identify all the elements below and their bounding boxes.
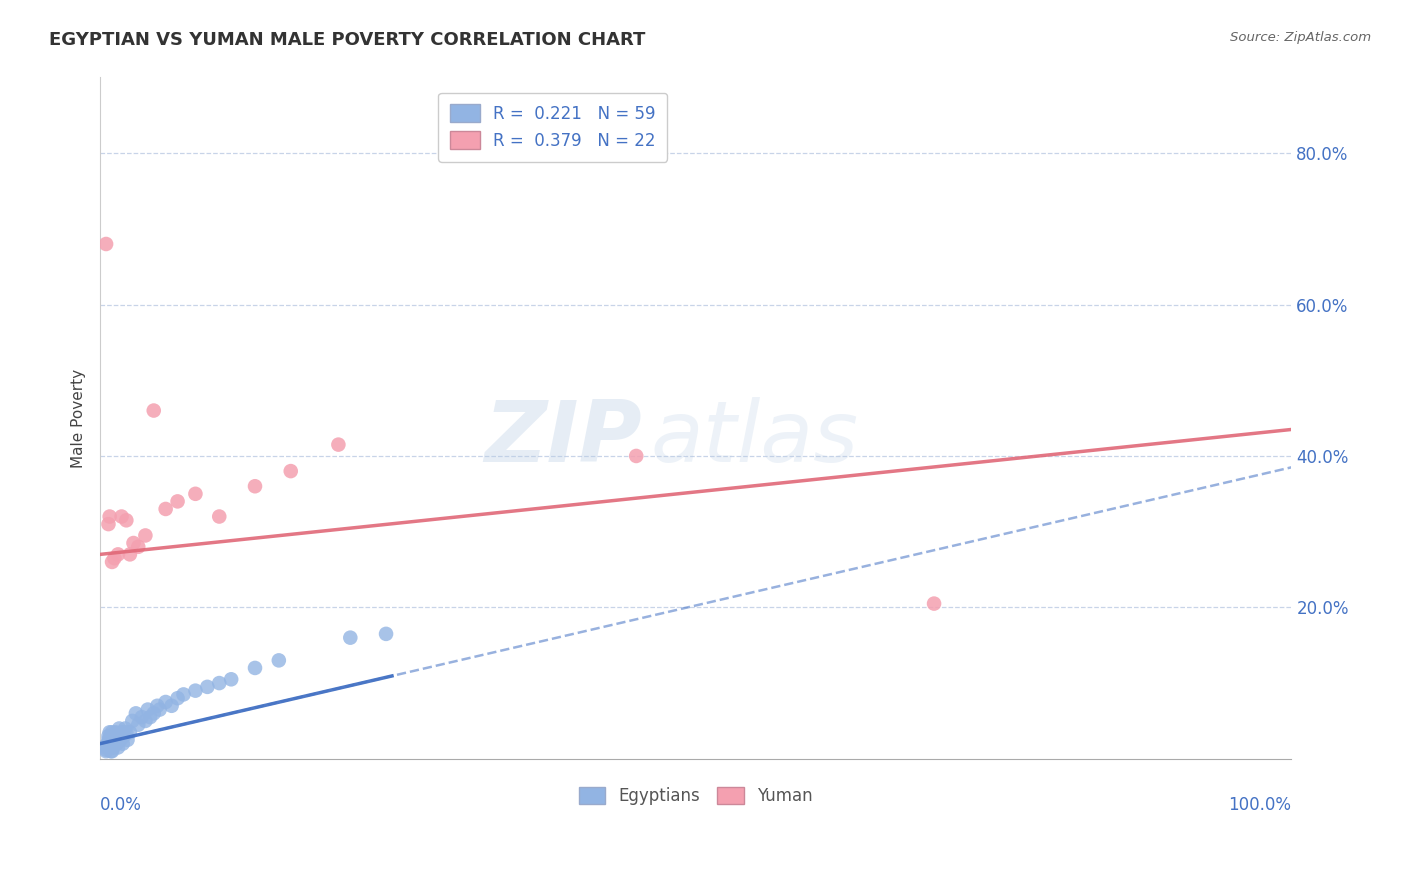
Point [97, 517, 120, 532]
Point [134, 714, 156, 728]
Point [166, 691, 188, 706]
Point [103, 732, 125, 747]
Point [142, 403, 165, 417]
Point [94, 738, 117, 752]
Point [267, 653, 290, 667]
Point [155, 695, 177, 709]
Point [94, 744, 117, 758]
Point [375, 627, 398, 641]
Point [131, 710, 153, 724]
Point [100, 744, 122, 758]
Text: atlas: atlas [651, 397, 859, 480]
Text: Source: ZipAtlas.com: Source: ZipAtlas.com [1230, 31, 1371, 45]
Point [108, 729, 131, 743]
Point [98, 732, 121, 747]
Text: EGYPTIAN VS YUMAN MALE POVERTY CORRELATION CHART: EGYPTIAN VS YUMAN MALE POVERTY CORRELATI… [49, 31, 645, 49]
Point [94, 237, 117, 252]
Text: 0.0%: 0.0% [100, 797, 142, 814]
Point [110, 725, 132, 739]
Point [107, 740, 129, 755]
Point [339, 631, 361, 645]
Point [142, 706, 165, 721]
Point [127, 540, 149, 554]
Point [139, 710, 162, 724]
Point [118, 548, 141, 562]
Point [114, 722, 136, 736]
Point [103, 729, 125, 743]
Point [103, 737, 125, 751]
Text: ZIP: ZIP [485, 397, 643, 480]
Point [107, 548, 129, 562]
Point [107, 732, 129, 747]
Point [110, 732, 132, 747]
Point [184, 487, 207, 501]
Point [184, 683, 207, 698]
Point [101, 737, 124, 751]
Point [97, 732, 120, 747]
Point [149, 702, 172, 716]
Point [115, 513, 138, 527]
Point [219, 673, 242, 687]
Point [155, 502, 177, 516]
Point [104, 725, 127, 739]
Point [127, 717, 149, 731]
Point [97, 729, 120, 743]
Point [146, 698, 169, 713]
Point [104, 732, 127, 747]
Point [101, 744, 124, 758]
Text: 100.0%: 100.0% [1229, 797, 1292, 814]
Point [160, 698, 183, 713]
Point [173, 688, 195, 702]
Point [112, 729, 135, 743]
Point [134, 528, 156, 542]
Point [100, 737, 122, 751]
Point [101, 555, 124, 569]
Point [101, 740, 124, 755]
Point [98, 740, 121, 755]
Y-axis label: Male Poverty: Male Poverty [72, 368, 86, 467]
Point [280, 464, 302, 478]
Point [94, 742, 117, 756]
Point [122, 536, 145, 550]
Legend: Egyptians, Yuman: Egyptians, Yuman [572, 780, 820, 812]
Point [111, 737, 134, 751]
Point [208, 676, 231, 690]
Point [98, 725, 121, 739]
Point [100, 740, 122, 755]
Point [94, 740, 117, 755]
Point [208, 509, 231, 524]
Point [166, 494, 188, 508]
Point [110, 509, 132, 524]
Point [103, 740, 125, 755]
Point [125, 706, 148, 721]
Point [195, 680, 218, 694]
Point [108, 722, 131, 736]
Point [101, 725, 124, 739]
Point [136, 702, 159, 716]
Point [100, 729, 122, 743]
Point [117, 732, 139, 747]
Point [922, 597, 945, 611]
Point [115, 725, 138, 739]
Point [103, 551, 125, 566]
Point [97, 737, 120, 751]
Point [121, 714, 143, 728]
Point [243, 661, 266, 675]
Point [118, 725, 141, 739]
Point [105, 737, 128, 751]
Point [98, 509, 121, 524]
Point [328, 437, 350, 451]
Point [243, 479, 266, 493]
Point [626, 449, 648, 463]
